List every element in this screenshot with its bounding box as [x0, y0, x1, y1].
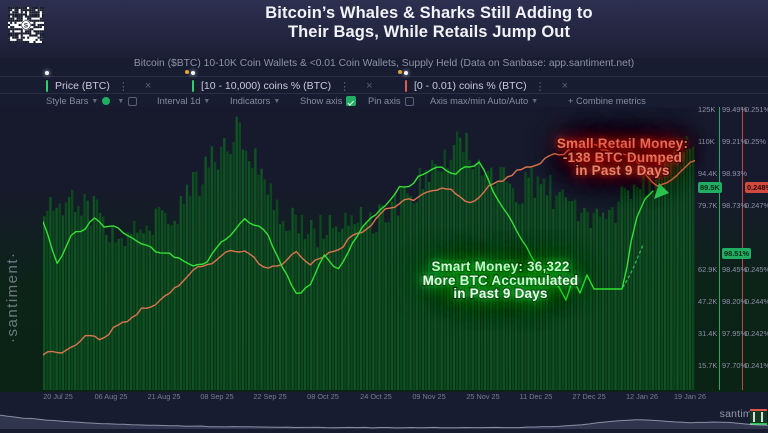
svg-text:S: S: [24, 23, 28, 30]
